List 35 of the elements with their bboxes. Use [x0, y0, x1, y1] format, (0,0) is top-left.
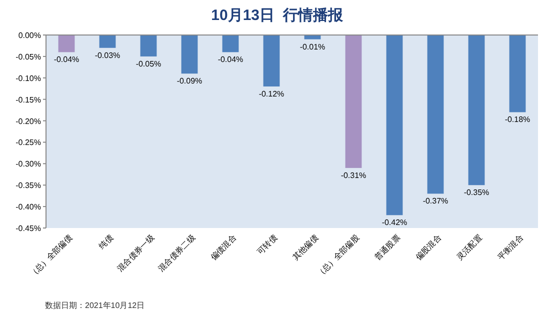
x-tick-label: 偏债混合 [208, 233, 238, 262]
x-tick-label: 其他偏债 [290, 233, 320, 262]
x-tick-label: 平衡混合 [496, 233, 525, 262]
x-tick-label: 混合债券二级 [156, 233, 197, 274]
data-label: -0.04% [54, 55, 80, 64]
data-label: -0.03% [94, 50, 120, 60]
x-tick-label: 纯债 [97, 233, 115, 251]
data-label: -0.35% [464, 188, 490, 198]
data-label: -0.42% [382, 218, 408, 228]
x-tick-label: 可转债 [256, 233, 279, 256]
y-tick-label: -0.35% [16, 181, 41, 190]
data-label: -0.31% [340, 170, 366, 180]
data-label: -0.37% [422, 196, 448, 206]
x-tick-label: （总）全部偏债 [28, 233, 74, 280]
y-tick-label: -0.25% [16, 138, 41, 148]
y-tick-label: 0.00% [18, 31, 41, 40]
data-label: -0.18% [504, 115, 530, 124]
text: 数据日期：2021年10月12日 [45, 301, 145, 310]
y-tick-label: -0.15% [16, 95, 41, 104]
x-tick-label: 混合债券一级 [116, 233, 156, 274]
chart-title: 10月13日 行情播报 [211, 7, 344, 24]
y-tick-label: -0.30% [16, 160, 41, 169]
y-tick-label: -0.10% [16, 74, 41, 83]
x-tick-label: 偏股混合 [414, 233, 443, 262]
data-label: -0.04% [218, 55, 244, 64]
data-label: -0.05% [136, 59, 162, 68]
x-tick-label: 灵活配置 [454, 233, 484, 262]
y-tick-label: -0.40% [16, 202, 41, 212]
data-label: -0.09% [176, 76, 202, 86]
x-tick-label: 普通股票 [372, 233, 402, 262]
y-tick-label: -0.20% [16, 116, 41, 126]
data-label: -0.01% [300, 42, 326, 52]
y-tick-label: -0.45% [16, 224, 41, 233]
y-tick-label: -0.05% [16, 52, 41, 62]
data-label: -0.12% [258, 89, 284, 98]
